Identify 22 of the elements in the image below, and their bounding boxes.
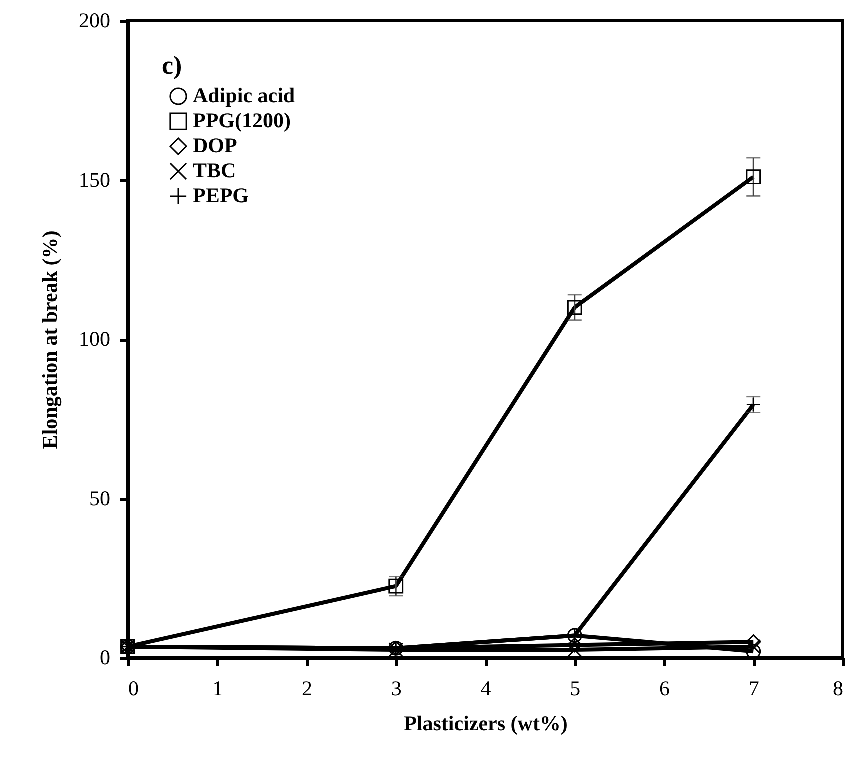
legend-label: PEPG (193, 184, 249, 208)
y-axis-title: Elongation at break (%) (38, 230, 62, 450)
y-tick-label: 200 (79, 8, 110, 32)
x-tick-label: 7 (748, 676, 760, 700)
x-tick-label: 8 (833, 676, 844, 700)
x-tick-label: 2 (302, 676, 312, 700)
x-tick-label: 6 (660, 676, 670, 700)
legend-label: TBC (193, 158, 236, 182)
x-tick-label: 1 (212, 676, 224, 700)
x-axis-title: Plasticizers (wt%) (404, 712, 568, 736)
legend-label: PPG(1200) (193, 108, 291, 132)
legend-label: Adipic acid (193, 84, 296, 108)
x-tick-label: 4 (480, 676, 492, 700)
y-tick-label: 50 (90, 486, 110, 510)
y-tick-label: 150 (79, 168, 110, 192)
legend-label: DOP (193, 134, 238, 158)
y-tick-label: 100 (79, 327, 110, 351)
x-tick-label: 0 (128, 676, 139, 700)
x-tick-label: 5 (570, 676, 581, 700)
y-tick-label: 0 (100, 646, 110, 670)
x-tick-label: 3 (391, 676, 402, 700)
annotation: c) (162, 51, 182, 80)
